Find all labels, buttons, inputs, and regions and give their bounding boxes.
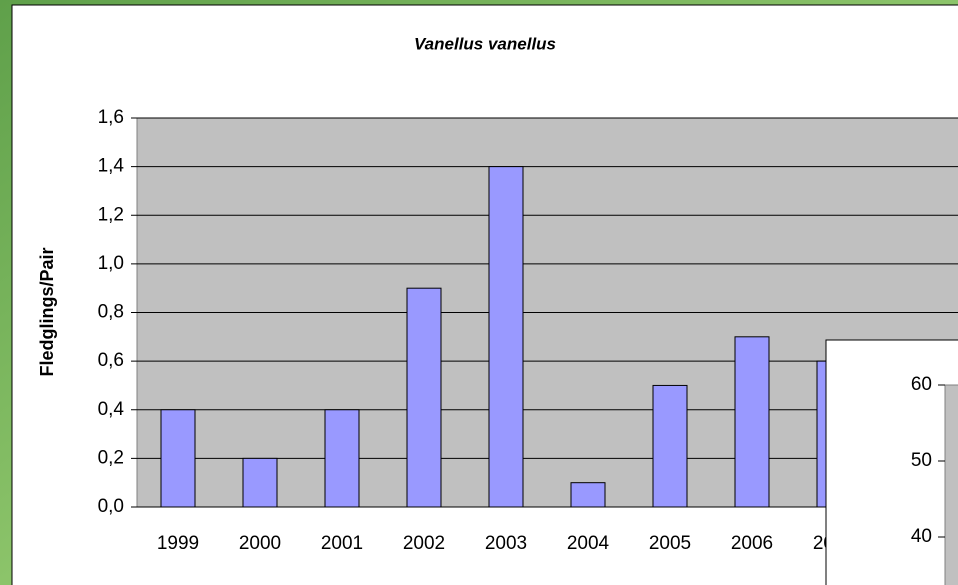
y-tick-label: 0,8 [98,302,124,323]
bar [242,457,278,508]
y-tick-label: 1,0 [98,253,124,274]
y-axis-label: Fledglings/Pair [37,247,57,376]
y-tick-label: 60 [911,374,932,395]
y-tick-label: 40 [911,526,932,547]
y-tick-label: 0,0 [98,496,124,517]
y-tick-label: 0,4 [98,399,125,420]
overlay-chart-area [825,339,958,585]
x-tick-label: 1999 [157,533,199,554]
y-tick-label: 1,6 [98,107,124,128]
x-tick-label: 2003 [485,533,527,554]
bar [324,409,360,508]
x-tick-label: 2002 [403,533,445,554]
chart-title: Vanellus vanellus [414,34,556,53]
y-tick-label: 0,6 [98,350,124,371]
y-tick-label: 0,2 [98,447,124,468]
x-tick-label: 2005 [649,533,691,554]
y-tick-label: 1,4 [98,156,125,177]
x-tick-label: 2001 [321,533,363,554]
bar [652,384,688,508]
bar [488,166,524,508]
x-tick-label: 2006 [731,533,773,554]
overlay-chart: 40 50 60 [911,374,945,547]
bar [406,287,442,508]
y-tick-label: 1,2 [98,204,124,225]
bar [734,336,770,508]
overlay-plot-area [944,384,958,585]
y-tick-label: 50 [911,450,932,471]
x-tick-label: 2004 [567,533,610,554]
bar [160,409,196,508]
x-tick-label: 2000 [239,533,281,554]
bar [570,482,606,508]
